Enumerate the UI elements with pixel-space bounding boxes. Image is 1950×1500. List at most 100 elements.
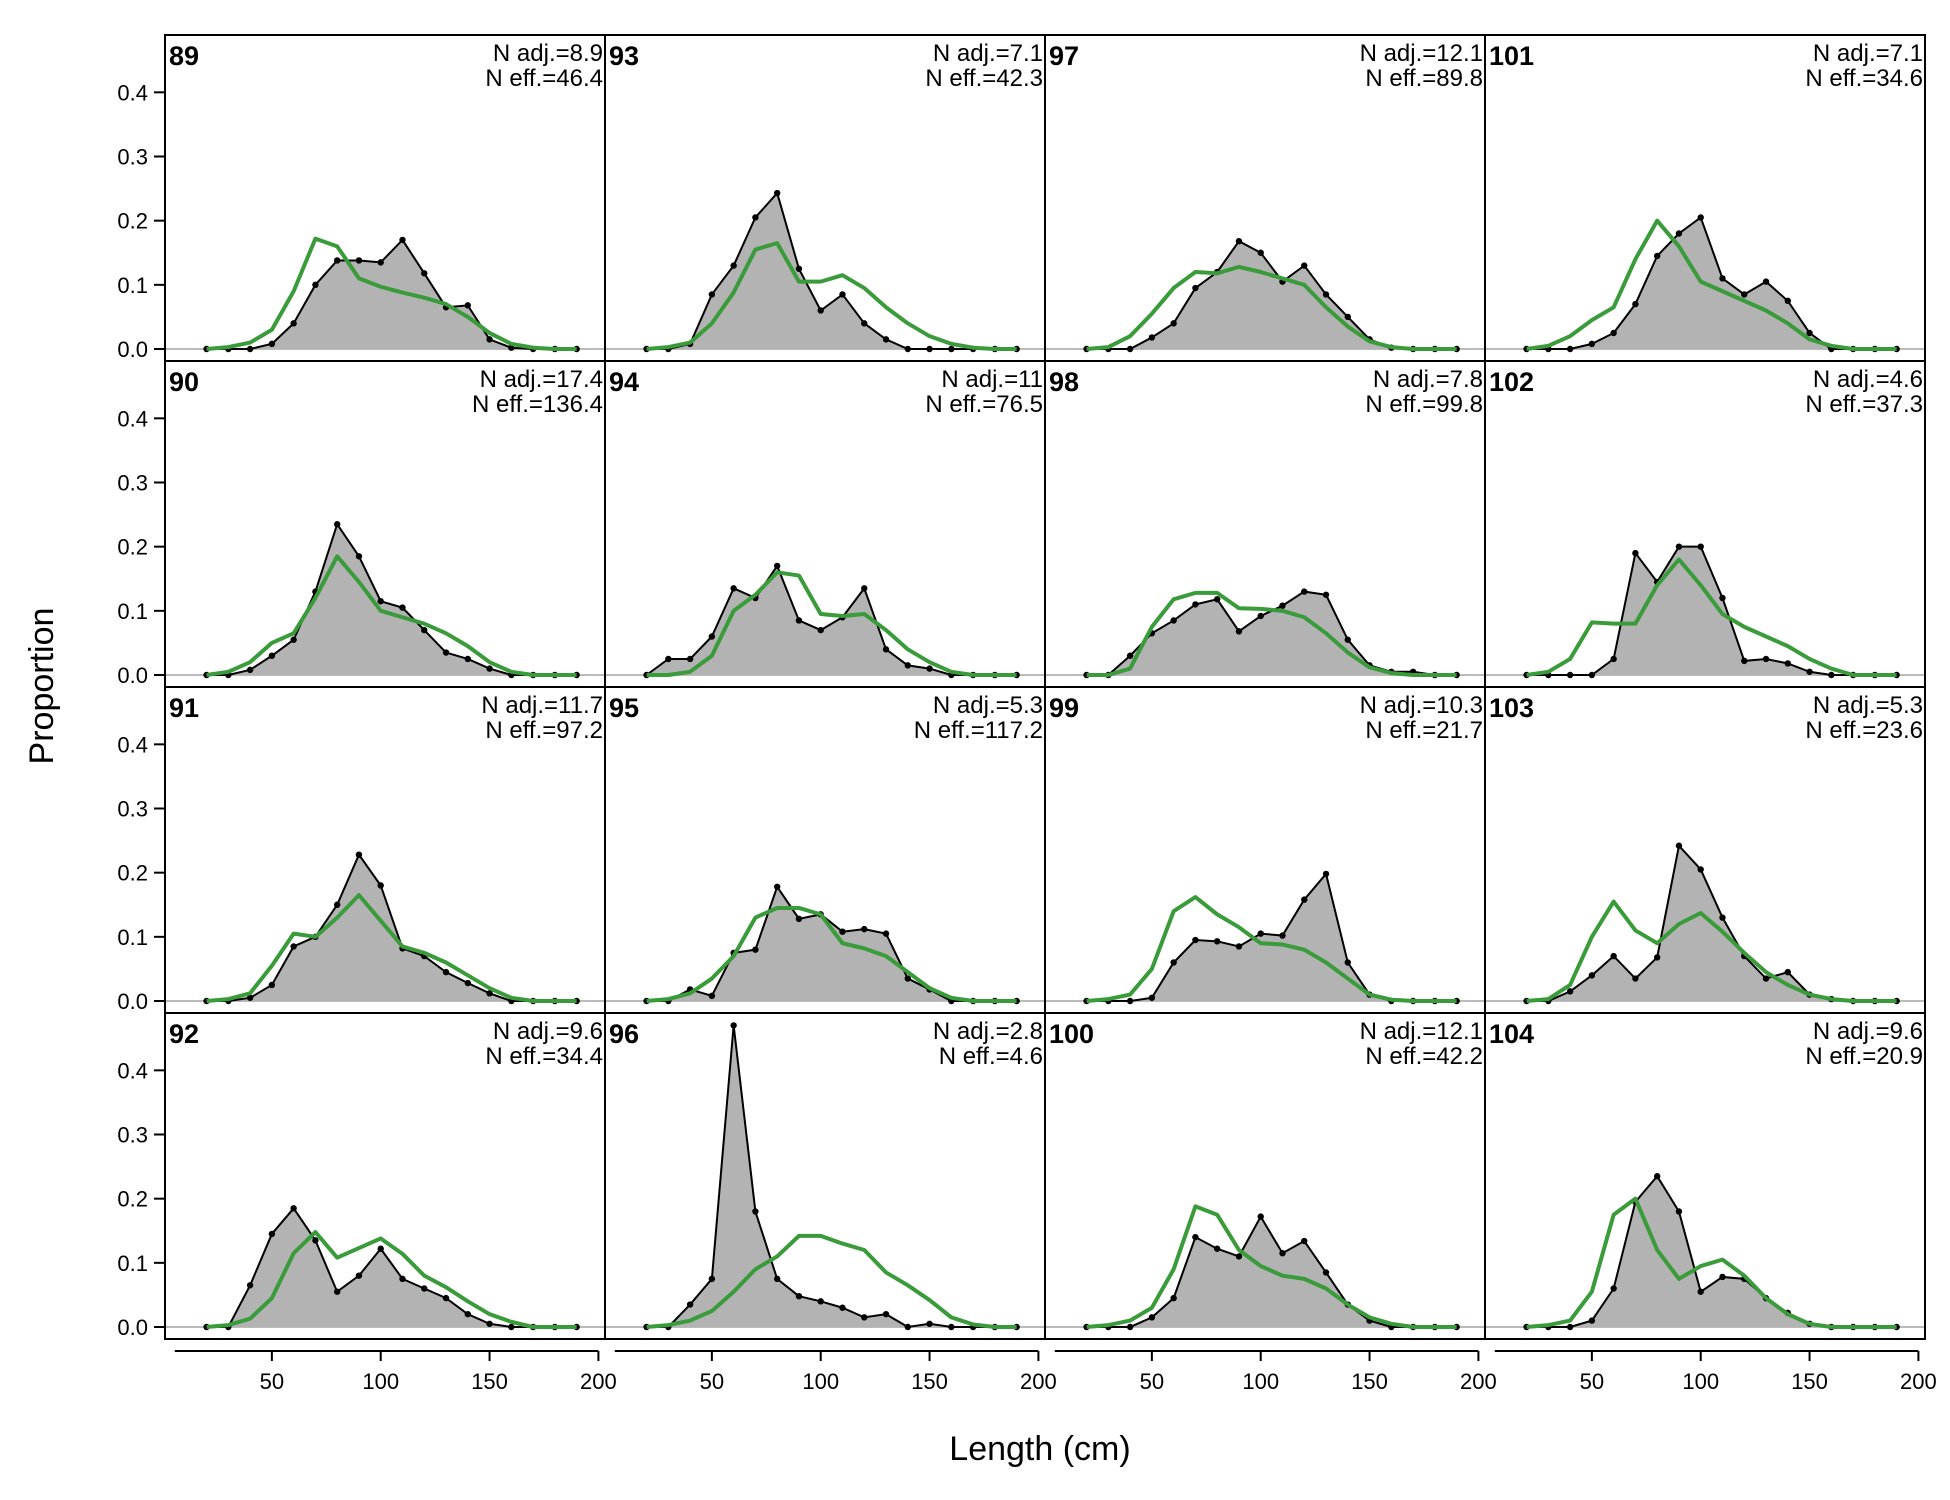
observed-point — [861, 320, 868, 327]
y-axis-title: Proportion — [23, 608, 61, 765]
panel-n-eff: N eff.=99.8 — [1365, 391, 1483, 418]
observed-point — [882, 336, 890, 343]
y-tick-label: 0.1 — [117, 925, 148, 950]
y-axis-row-1: 0.0 0.1 0.2 0.3 0.4 — [117, 80, 164, 362]
observed-point — [246, 994, 254, 1001]
observed-point — [290, 320, 297, 327]
y-tick-label: 0.3 — [117, 471, 148, 496]
y-tick-label: 0.2 — [117, 861, 148, 886]
observed-point — [442, 649, 450, 656]
observed-point — [708, 291, 716, 298]
observed-point — [442, 1294, 450, 1302]
observed-line — [645, 563, 1017, 676]
observed-point — [882, 646, 890, 653]
observed-point — [1235, 943, 1243, 950]
observed-point — [882, 1310, 890, 1318]
observed-line — [1526, 215, 1897, 350]
observed-point — [708, 992, 716, 1000]
observed-point — [926, 665, 933, 672]
panel-100: 100 N adj.=12.1N eff.=42.2 — [1044, 1012, 1486, 1340]
panel-95: 95 N adj.=5.3N eff.=117.2 — [604, 686, 1046, 1014]
expected-line — [1526, 899, 1897, 1003]
y-tick-label: 0.0 — [117, 663, 148, 688]
observed-point — [1148, 334, 1156, 341]
panel-92: 92 N adj.=9.6N eff.=34.4 — [164, 1012, 606, 1340]
panel-n-adj: N adj.=7.8 — [1373, 366, 1483, 393]
panel-title: 102 — [1489, 367, 1534, 397]
panel-n-eff: N eff.=37.3 — [1805, 391, 1923, 418]
observed-point — [1675, 1208, 1683, 1215]
panel-border — [1484, 1012, 1926, 1340]
observed-point — [708, 1275, 716, 1283]
expected-line — [1086, 1204, 1457, 1329]
observed-point — [464, 979, 471, 987]
observed-point — [1322, 870, 1330, 878]
observed-point — [1301, 588, 1308, 595]
observed-area — [1526, 217, 1897, 349]
expected-line — [206, 236, 577, 351]
panel-n-adj: N adj.=9.6 — [1813, 1018, 1923, 1045]
panel-n-adj: N adj.=11.7 — [481, 692, 603, 719]
panel-title: 104 — [1489, 1019, 1534, 1049]
observed-point — [268, 652, 276, 659]
observed-point — [1719, 1273, 1726, 1281]
panel-title: 96 — [609, 1019, 639, 1049]
observed-point — [1344, 636, 1351, 643]
x-tick-label: 100 — [1242, 1369, 1279, 1394]
x-tick-label: 150 — [1791, 1369, 1828, 1394]
observed-point — [486, 336, 493, 343]
observed-area — [646, 1025, 1017, 1327]
observed-line — [206, 852, 577, 1002]
panel-101: 101 N adj.=7.1N eff.=34.6 — [1484, 34, 1926, 362]
panel-title: 99 — [1049, 693, 1079, 723]
observed-point — [926, 1320, 933, 1327]
observed-point — [665, 655, 672, 663]
x-tick-label: 50 — [1140, 1369, 1164, 1394]
panel-n-eff: N eff.=117.2 — [914, 717, 1043, 744]
observed-area — [1526, 1176, 1897, 1327]
observed-line — [1086, 1214, 1457, 1328]
panel-n-adj: N adj.=10.3 — [1360, 692, 1483, 719]
y-tick-label: 0.3 — [117, 145, 148, 170]
y-axis-row-2: 0.0 0.1 0.2 0.3 0.4 — [117, 406, 164, 688]
panel-title: 100 — [1049, 1019, 1094, 1049]
y-tick-label: 0.4 — [117, 80, 148, 105]
observed-point — [1697, 543, 1704, 550]
observed-point — [1784, 660, 1791, 667]
x-tick-label: 100 — [1682, 1369, 1719, 1394]
observed-point — [1762, 655, 1770, 663]
y-tick-label: 0.0 — [117, 337, 148, 362]
expected-line — [1526, 557, 1897, 677]
observed-point — [1675, 230, 1683, 237]
panel-97: 97 N adj.=12.1N eff.=89.8 — [1044, 34, 1486, 362]
y-axis-row-4: 0.0 0.1 0.2 0.3 0.4 — [117, 1058, 164, 1340]
x-tick-label: 100 — [362, 1369, 399, 1394]
observed-point — [421, 626, 428, 634]
observed-point — [1126, 997, 1134, 1005]
x-tick-label: 150 — [1351, 1369, 1388, 1394]
observed-line — [646, 1025, 1017, 1329]
panel-title: 90 — [169, 367, 199, 397]
observed-point — [773, 1275, 781, 1283]
panel-n-eff: N eff.=76.5 — [925, 391, 1043, 418]
observed-point — [1279, 1250, 1286, 1257]
observed-point — [1632, 300, 1639, 308]
observed-point — [861, 585, 868, 592]
observed-point — [1170, 1294, 1177, 1302]
observed-point — [1675, 543, 1683, 550]
observed-point — [686, 1301, 694, 1308]
panel-n-eff: N eff.=136.4 — [472, 391, 603, 418]
observed-point — [1762, 975, 1770, 982]
x-axis-title: Length (cm) — [949, 1430, 1130, 1468]
observed-point — [1192, 284, 1199, 292]
observed-point — [773, 189, 781, 197]
observed-point — [246, 666, 254, 674]
x-tick-label: 200 — [580, 1369, 617, 1394]
x-axis-col-2: 50 100 150 200 — [614, 1350, 1057, 1394]
observed-area — [206, 524, 577, 675]
observed-point — [1610, 1285, 1617, 1292]
panel-title: 103 — [1489, 693, 1534, 723]
expected-line — [1086, 264, 1457, 351]
observed-point — [1588, 340, 1596, 348]
observed-point — [1344, 313, 1351, 321]
